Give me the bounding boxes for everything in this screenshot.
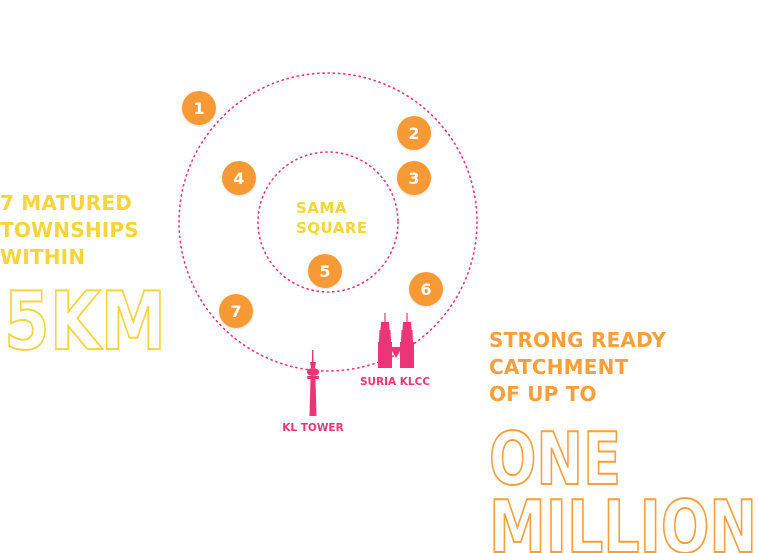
center-label-line1: SAMA xyxy=(296,199,347,217)
outer-radius-ring xyxy=(178,72,478,372)
township-marker-3[interactable]: 3 xyxy=(397,161,431,195)
right-heading-line1: STRONG READY xyxy=(489,328,667,352)
marker-number: 3 xyxy=(408,169,419,188)
left-heading-line2: TOWNSHIPS xyxy=(0,218,139,242)
kl-tower-icon xyxy=(307,350,319,416)
township-marker-4[interactable]: 4 xyxy=(222,161,256,195)
left-heading-line1: 7 MATURED xyxy=(0,191,133,215)
million-display: MILLION xyxy=(489,485,757,553)
marker-number: 6 xyxy=(420,280,431,299)
left-heading: 7 MATURED TOWNSHIPS WITHIN xyxy=(0,190,139,271)
one-display: ONE xyxy=(489,417,621,501)
marker-number: 1 xyxy=(193,99,204,118)
marker-number: 7 xyxy=(230,302,241,321)
marker-number: 2 xyxy=(408,124,419,143)
township-marker-7[interactable]: 7 xyxy=(219,294,253,328)
township-marker-2[interactable]: 2 xyxy=(397,116,431,150)
twin-towers-icon xyxy=(378,313,414,368)
township-marker-1[interactable]: 1 xyxy=(182,91,216,125)
five-km-display: 5KM xyxy=(4,275,166,368)
township-marker-5[interactable]: 5 xyxy=(308,254,342,288)
right-heading: STRONG READY CATCHMENT OF UP TO xyxy=(489,327,666,408)
center-label-line2: SQUARE xyxy=(296,219,368,237)
left-heading-line3: WITHIN xyxy=(0,245,86,269)
township-marker-6[interactable]: 6 xyxy=(409,272,443,306)
suria-klcc-label: SURIA KLCC xyxy=(360,376,430,388)
right-heading-line3: OF UP TO xyxy=(489,382,597,406)
right-heading-line2: CATCHMENT xyxy=(489,355,629,379)
inner-radius-ring xyxy=(257,151,399,293)
kl-tower-label: KL TOWER xyxy=(282,422,343,434)
marker-number: 4 xyxy=(233,169,244,188)
marker-number: 5 xyxy=(319,262,330,281)
